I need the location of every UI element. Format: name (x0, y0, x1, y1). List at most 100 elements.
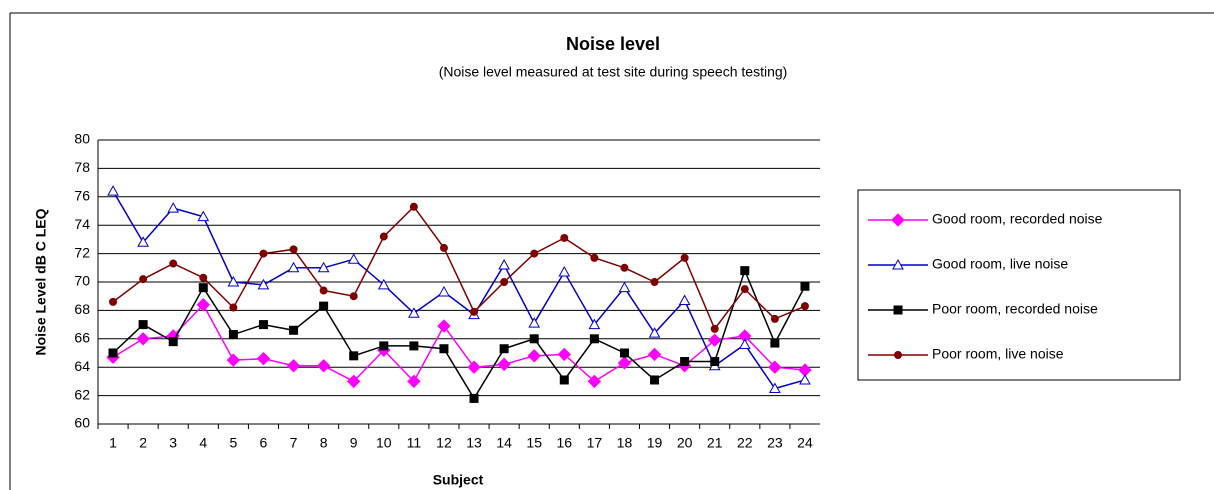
x-tick-label: 2 (139, 435, 147, 451)
x-tick-label: 14 (496, 435, 512, 451)
point (680, 357, 690, 367)
point (409, 341, 419, 351)
point (619, 348, 629, 358)
x-tick-label: 9 (350, 435, 358, 451)
legend-marker (893, 305, 903, 315)
point (257, 278, 270, 290)
series-line (112, 205, 806, 331)
point (500, 278, 509, 286)
y-tick-label: 76 (74, 188, 90, 204)
point (710, 324, 719, 333)
series-line (112, 268, 806, 400)
point (470, 307, 479, 316)
point (800, 302, 809, 311)
y-tick-label: 78 (74, 159, 90, 175)
point (109, 297, 118, 306)
point (740, 285, 749, 294)
legend-box (857, 189, 1181, 381)
point (169, 259, 178, 268)
x-tick-label: 15 (526, 435, 542, 451)
point (256, 351, 271, 366)
point (316, 359, 331, 373)
point (528, 317, 541, 328)
point (197, 210, 210, 222)
y-tick-label: 74 (74, 216, 90, 232)
x-tick-label: 12 (436, 435, 452, 451)
point (800, 281, 810, 291)
point (557, 347, 571, 362)
x-tick-label: 18 (617, 435, 633, 451)
point (530, 249, 539, 258)
point (678, 294, 691, 305)
x-tick-label: 17 (587, 435, 603, 451)
point (617, 356, 632, 370)
point (469, 393, 479, 403)
point (560, 233, 569, 242)
point (770, 314, 779, 323)
x-tick-label: 4 (199, 435, 207, 451)
legend-marker (892, 258, 904, 270)
point (108, 348, 118, 358)
y-axis-label: Noise Level dB C LEQ (33, 208, 49, 355)
point (738, 338, 751, 349)
point (437, 319, 451, 333)
point (467, 360, 481, 374)
point (740, 266, 750, 276)
point (529, 334, 539, 344)
point (680, 253, 689, 262)
point (589, 334, 599, 344)
point (227, 275, 240, 287)
point (287, 261, 300, 273)
point (769, 382, 781, 393)
x-tick-label: 13 (466, 435, 482, 451)
x-tick-label: 21 (707, 435, 723, 451)
y-tick-label: 64 (74, 358, 90, 374)
point (799, 373, 811, 385)
point (498, 258, 510, 270)
point (558, 266, 571, 277)
chart-subtitle: (Noise level measured at test site durin… (439, 64, 788, 80)
point (379, 341, 389, 351)
x-tick-label: 22 (737, 435, 753, 451)
point (587, 374, 602, 389)
x-tick-label: 8 (320, 435, 328, 451)
x-tick-label: 1 (109, 435, 117, 451)
legend-marker (894, 351, 902, 359)
point (139, 275, 148, 284)
legend-label: Good room, recorded noise (932, 211, 1103, 227)
point (768, 360, 782, 374)
point (107, 185, 119, 196)
point (286, 359, 301, 373)
point (196, 298, 210, 312)
point (226, 353, 241, 367)
x-tick-label: 3 (169, 435, 177, 451)
point (409, 202, 418, 211)
x-tick-label: 5 (229, 435, 237, 451)
x-tick-label: 16 (557, 435, 573, 451)
point (319, 301, 329, 311)
y-tick-label: 62 (74, 386, 90, 402)
point (439, 344, 449, 354)
point (258, 320, 268, 330)
point (408, 307, 420, 318)
point (590, 253, 599, 262)
point (379, 232, 388, 241)
point (228, 330, 238, 340)
series-line (112, 190, 806, 390)
point (559, 375, 569, 385)
legend-marker (891, 213, 905, 227)
point (347, 253, 360, 264)
point (136, 332, 150, 346)
point (349, 292, 358, 301)
y-tick-label: 80 (74, 131, 90, 147)
x-tick-label: 24 (797, 435, 813, 451)
y-tick-label: 68 (74, 301, 90, 317)
point (499, 344, 509, 354)
point (407, 374, 421, 389)
y-tick-label: 66 (74, 330, 90, 346)
point (317, 261, 330, 273)
point (168, 337, 178, 347)
point (439, 243, 448, 252)
point (259, 249, 268, 258)
